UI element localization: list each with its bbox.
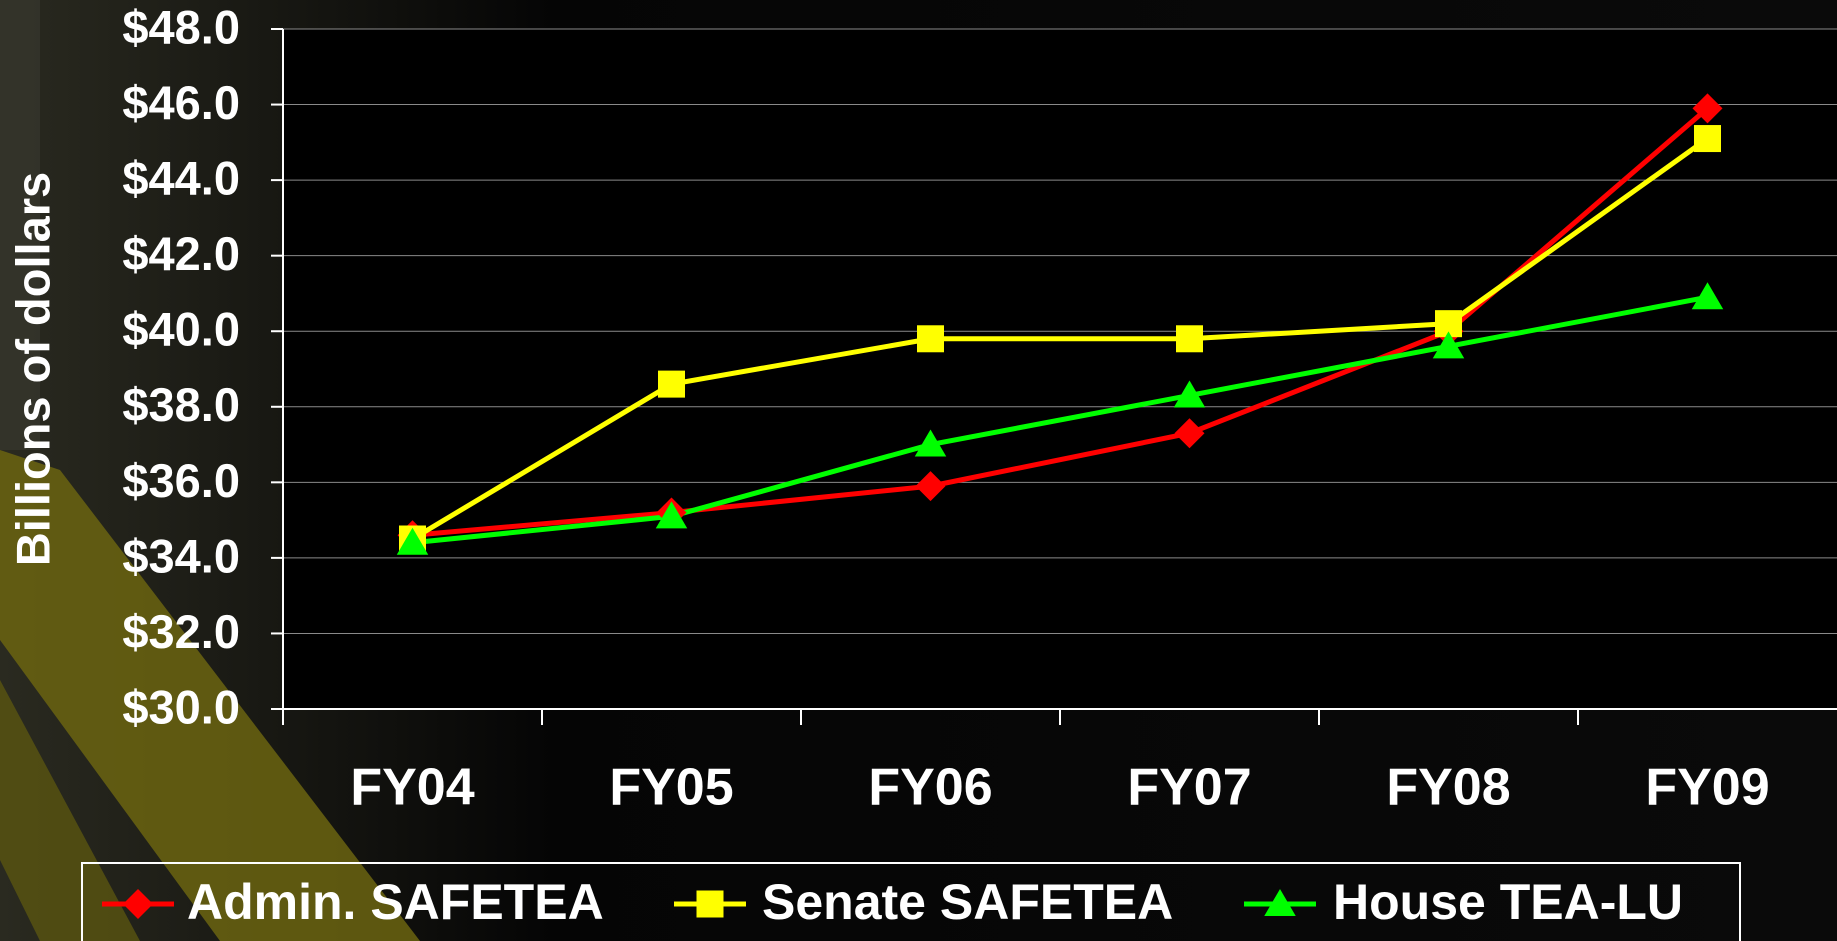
y-tick-label: $48.0 bbox=[122, 0, 240, 53]
marker bbox=[1176, 325, 1203, 353]
legend-marker bbox=[1264, 889, 1296, 916]
marker bbox=[655, 501, 688, 529]
marker bbox=[1692, 93, 1723, 124]
marker bbox=[915, 471, 946, 502]
x-tick-label: FY07 bbox=[1127, 759, 1251, 817]
legend bbox=[81, 862, 1741, 941]
legend-label: House TEA-LU bbox=[1333, 874, 1683, 930]
y-tick-label: $30.0 bbox=[122, 680, 240, 733]
marker bbox=[1174, 418, 1205, 449]
y-tick-label: $32.0 bbox=[122, 605, 240, 658]
y-tick-label: $36.0 bbox=[122, 454, 240, 507]
marker bbox=[914, 429, 947, 457]
x-tick-label: FY06 bbox=[868, 759, 992, 817]
marker bbox=[917, 325, 944, 353]
y-tick-label: $46.0 bbox=[122, 76, 240, 129]
y-tick-label: $42.0 bbox=[122, 227, 240, 280]
x-tick-label: FY04 bbox=[350, 759, 474, 817]
marker bbox=[1173, 380, 1206, 408]
series-line bbox=[411, 136, 1709, 542]
y-tick-label: $38.0 bbox=[122, 378, 240, 431]
legend-marker bbox=[696, 890, 724, 918]
marker bbox=[1432, 331, 1465, 359]
road-stripe bbox=[0, 450, 420, 941]
plot-area bbox=[283, 29, 1837, 709]
marker bbox=[1694, 125, 1721, 153]
y-tick-label: $40.0 bbox=[122, 303, 240, 356]
y-tick-label: $44.0 bbox=[122, 152, 240, 205]
x-tick-label: FY09 bbox=[1645, 759, 1769, 817]
legend-marker bbox=[123, 889, 153, 919]
marker bbox=[1691, 282, 1724, 310]
y-axis-title: Billions of dollars bbox=[6, 172, 59, 566]
road-stripe bbox=[0, 680, 140, 941]
x-tick-label: FY08 bbox=[1386, 759, 1510, 817]
series-line bbox=[412, 294, 1708, 546]
marker bbox=[396, 527, 429, 555]
x-tick-label: FY05 bbox=[609, 759, 733, 817]
legend-label: Admin. SAFETEA bbox=[187, 874, 604, 930]
y-tick-label: $34.0 bbox=[122, 529, 240, 582]
legend-label: Senate SAFETEA bbox=[762, 874, 1173, 930]
marker bbox=[658, 370, 685, 398]
road-wall bbox=[0, 0, 40, 450]
